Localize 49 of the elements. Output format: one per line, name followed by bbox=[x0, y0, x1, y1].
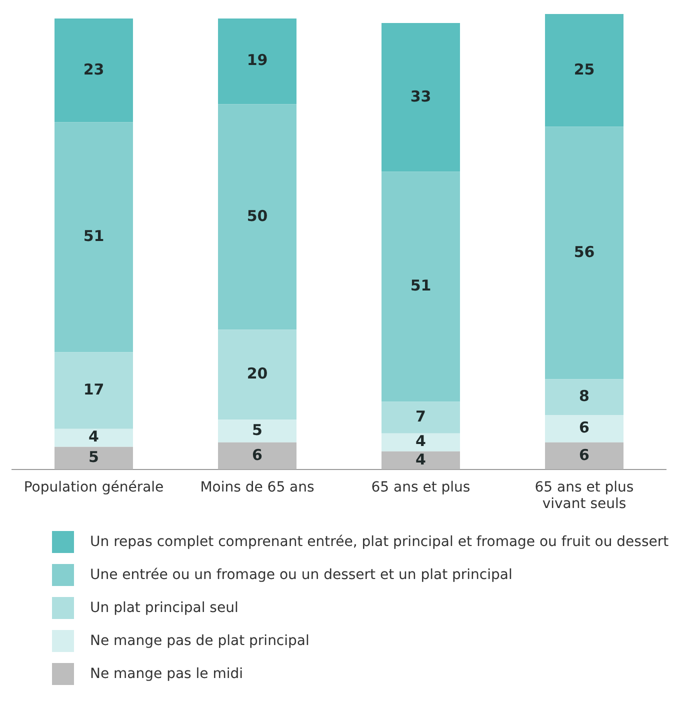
x-tick-label: 65 ans et plus bbox=[371, 479, 470, 496]
legend-label: Ne mange pas de plat principal bbox=[90, 633, 310, 649]
bar bbox=[218, 442, 296, 470]
x-tick-label: 65 ans et plus vivant seuls bbox=[534, 479, 634, 512]
data-label: 23 bbox=[83, 60, 104, 78]
bar bbox=[54, 446, 133, 470]
bar bbox=[545, 379, 624, 416]
bar bbox=[54, 18, 133, 122]
bar bbox=[382, 402, 460, 434]
data-label: 56 bbox=[574, 242, 595, 261]
bar bbox=[545, 126, 624, 380]
bar bbox=[218, 420, 296, 442]
data-label: 33 bbox=[410, 87, 432, 106]
bar bbox=[218, 330, 296, 420]
bar bbox=[54, 352, 133, 429]
bar bbox=[382, 433, 460, 452]
data-label: 6 bbox=[252, 446, 262, 464]
data-label: 51 bbox=[410, 276, 432, 295]
legend-label: Une entrée ou un fromage ou un dessert et un plat principal bbox=[90, 567, 512, 583]
bar bbox=[54, 122, 133, 352]
data-label: 20 bbox=[246, 364, 268, 383]
data-label: 4 bbox=[88, 428, 99, 446]
legend-label: Un repas complet comprenant entrée, plat principal et fromage ou fruit ou dessert bbox=[90, 534, 669, 550]
data-label: 50 bbox=[246, 206, 268, 225]
data-label: 17 bbox=[83, 380, 104, 398]
legend-label: Un plat principal seul bbox=[90, 600, 238, 616]
data-label: 19 bbox=[246, 51, 268, 70]
data-label: 6 bbox=[579, 418, 590, 437]
data-label: 25 bbox=[574, 60, 595, 78]
data-label: 7 bbox=[416, 407, 426, 426]
bar bbox=[545, 442, 624, 470]
data-label: 5 bbox=[252, 420, 262, 439]
bar bbox=[382, 451, 460, 470]
bar bbox=[218, 18, 296, 104]
data-label: 8 bbox=[579, 387, 590, 406]
bar bbox=[545, 415, 624, 442]
bar bbox=[382, 23, 460, 172]
bar bbox=[218, 104, 296, 330]
data-label: 6 bbox=[579, 446, 590, 464]
x-tick-label: Moins de 65 ans bbox=[200, 479, 314, 496]
data-label: 5 bbox=[88, 448, 99, 466]
data-label: 4 bbox=[416, 432, 426, 450]
x-tick-label: Population générale bbox=[24, 479, 164, 496]
data-label: 51 bbox=[83, 227, 104, 246]
bar bbox=[545, 14, 624, 127]
bar bbox=[382, 172, 460, 402]
legend-label: Ne mange pas le midi bbox=[90, 666, 244, 682]
bar bbox=[54, 428, 133, 447]
data-label: 4 bbox=[416, 450, 426, 468]
